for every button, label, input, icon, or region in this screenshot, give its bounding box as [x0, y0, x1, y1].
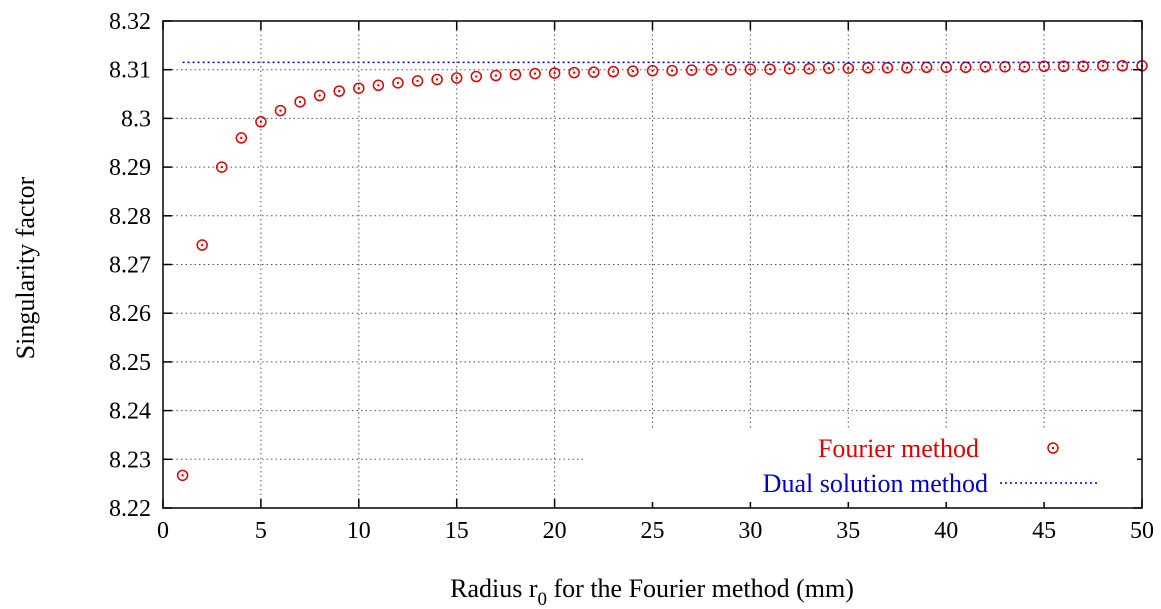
x-tick-label: 45 [1032, 518, 1056, 544]
data-point [392, 77, 404, 89]
data-point [353, 82, 365, 94]
x-tick-label: 40 [934, 518, 958, 544]
x-tick-label: 35 [836, 518, 860, 544]
data-point [822, 62, 835, 74]
legend-label-fourier: Fourier method [818, 434, 979, 463]
data-point [803, 62, 815, 75]
data-point [783, 62, 796, 75]
data-point [1018, 61, 1031, 73]
data-point [607, 65, 620, 78]
legend-background [585, 430, 1137, 502]
data-point [431, 73, 443, 86]
data-point [470, 70, 483, 83]
data-point [509, 68, 522, 81]
x-axis-title-suffix: for the Fourier method (mm) [547, 574, 854, 603]
data-point [920, 61, 933, 74]
y-tick-label: 8.3 [121, 106, 151, 132]
data-point [372, 79, 385, 92]
data-point [450, 72, 463, 84]
data-point [568, 66, 580, 79]
data-point [901, 62, 913, 74]
data-point [1077, 60, 1090, 73]
data-point [529, 67, 541, 80]
data-point [1097, 60, 1109, 72]
data-point [979, 61, 992, 73]
data-point [1116, 60, 1129, 72]
x-tick-label: 25 [641, 518, 665, 544]
y-tick-label: 8.23 [109, 447, 151, 473]
data-point [490, 69, 502, 82]
data-point [1038, 60, 1050, 73]
x-axis-title: Radius r0 for the Fourier method (mm) [450, 574, 854, 609]
data-point [274, 104, 287, 117]
data-point [1057, 60, 1070, 73]
data-point [862, 62, 874, 74]
data-point [627, 65, 639, 77]
y-tick-label: 8.25 [109, 350, 151, 376]
data-point [881, 62, 894, 74]
data-point [235, 132, 248, 144]
y-tick-label: 8.28 [109, 204, 151, 230]
x-tick-label: 0 [157, 518, 169, 544]
y-axis-title: Singularity factor [11, 176, 40, 359]
data-point [705, 63, 717, 76]
y-tick-label: 8.24 [109, 399, 151, 425]
data-point [960, 61, 972, 74]
x-axis-title-subscript: 0 [538, 589, 548, 609]
axis-ticks: 0 5 10 15 20 25 30 35 40 45 50 8.22 8.23 8.24 8.25 8.26… [109, 9, 1154, 544]
x-tick-label: 5 [255, 518, 267, 544]
y-tick-label: 8.32 [109, 9, 151, 35]
data-point [725, 63, 737, 76]
x-tick-label: 50 [1130, 518, 1154, 544]
x-tick-label: 20 [543, 518, 567, 544]
legend-marker-fourier [1047, 442, 1059, 454]
grid [163, 21, 1142, 508]
y-tick-label: 8.27 [109, 253, 151, 279]
data-point [196, 239, 208, 251]
data-point [764, 63, 776, 75]
x-tick-label: 10 [347, 518, 371, 544]
legend: Fourier method Dual solution method [585, 430, 1137, 502]
data-point [842, 62, 855, 74]
x-axis-title-prefix: Radius r [450, 574, 538, 603]
legend-label-dual: Dual solution method [763, 469, 988, 498]
y-tick-label: 8.31 [109, 58, 151, 84]
y-tick-label: 8.26 [109, 301, 151, 327]
x-tick-label: 30 [738, 518, 762, 544]
data-point [999, 61, 1011, 73]
data-point [744, 63, 757, 75]
x-tick-label: 15 [445, 518, 469, 544]
data-point [294, 96, 306, 108]
data-point [666, 64, 678, 77]
data-point [313, 89, 326, 102]
data-point [176, 469, 189, 482]
data-point [646, 64, 659, 77]
data-point [685, 64, 698, 76]
data-point [411, 75, 424, 87]
y-tick-label: 8.29 [109, 155, 151, 181]
data-point [940, 61, 952, 74]
plot-series [176, 60, 1148, 482]
data-point [255, 116, 267, 128]
data-point [215, 161, 228, 173]
data-point [548, 67, 561, 79]
y-tick-label: 8.22 [109, 496, 151, 522]
data-point [588, 66, 600, 78]
data-point [333, 85, 345, 97]
